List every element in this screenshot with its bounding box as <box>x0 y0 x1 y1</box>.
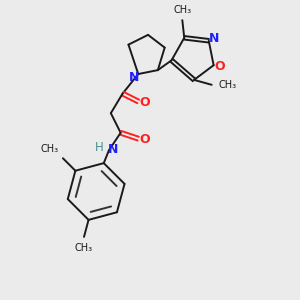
Text: H: H <box>95 141 103 154</box>
Text: N: N <box>108 143 118 156</box>
Text: O: O <box>140 96 150 109</box>
Text: CH₃: CH₃ <box>75 243 93 253</box>
Text: O: O <box>140 133 150 146</box>
Text: CH₃: CH₃ <box>173 5 191 15</box>
Text: CH₃: CH₃ <box>41 144 59 154</box>
Text: CH₃: CH₃ <box>218 80 237 90</box>
Text: N: N <box>129 71 140 84</box>
Text: O: O <box>215 60 225 73</box>
Text: N: N <box>209 32 219 45</box>
